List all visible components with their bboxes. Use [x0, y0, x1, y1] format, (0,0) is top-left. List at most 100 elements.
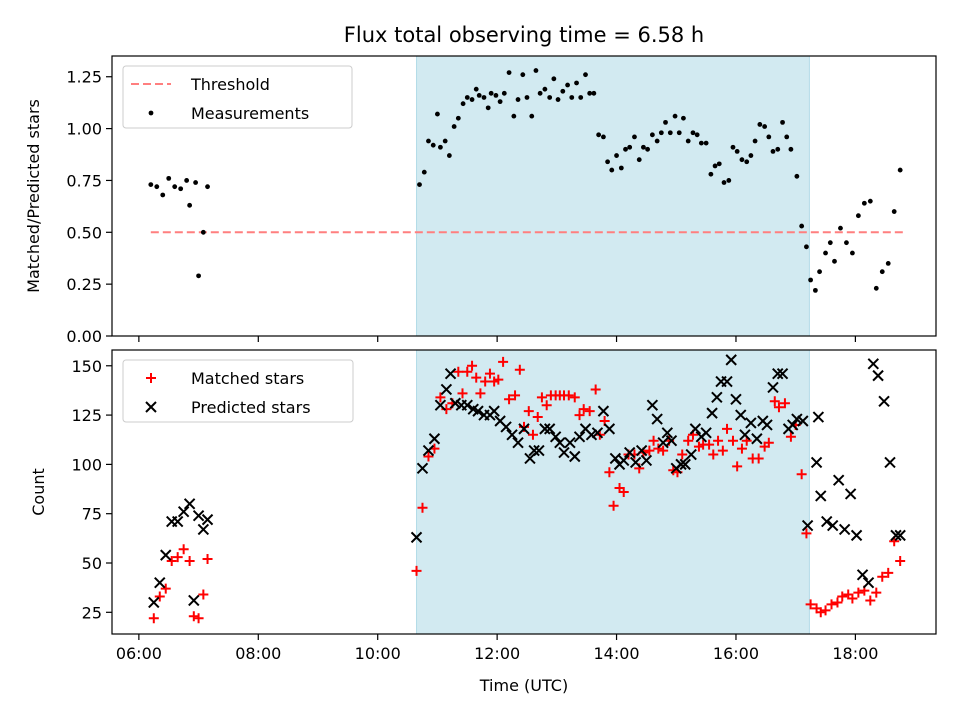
measurement-point	[506, 70, 512, 75]
measurement-point	[438, 144, 443, 150]
predicted-stars-point	[461, 399, 473, 411]
measurement-point	[752, 138, 758, 144]
predicted-stars-point	[675, 458, 687, 471]
matched-stars-point	[484, 368, 495, 379]
y-axis-label-bottom: Count	[29, 468, 48, 516]
measurement-point	[481, 95, 487, 100]
measurement-point	[627, 144, 633, 150]
measurement-point	[645, 146, 650, 152]
predicted-stars-point	[767, 381, 779, 394]
matched-stars-point	[796, 469, 807, 480]
predicted-stars-point	[862, 577, 875, 589]
measurement-point	[799, 223, 805, 229]
measurement-point	[469, 97, 475, 102]
matched-stars-point	[608, 500, 619, 511]
measurement-point	[712, 163, 718, 169]
predicted-stars-point	[725, 354, 737, 366]
matched-stars-point	[648, 435, 659, 446]
predicted-stars-point	[721, 375, 733, 388]
predicted-stars-point	[751, 433, 763, 445]
y-tick-label: 0.00	[66, 327, 102, 346]
ratio-panel: Flux total observing time = 6.58 h 0.00 0…	[24, 23, 937, 346]
predicted-stars-point	[543, 423, 556, 435]
predicted-stars-point	[640, 454, 653, 467]
predicted-stars-point	[810, 456, 823, 469]
measurement-point	[766, 134, 772, 140]
measurement-point	[200, 229, 206, 235]
measurement-point	[685, 138, 691, 144]
predicted-stars-point	[549, 431, 562, 443]
predicted-stars-point	[197, 523, 210, 536]
measurement-point	[555, 97, 561, 102]
measurement-point	[788, 146, 794, 152]
chart-title: Flux total observing time = 6.58 h	[344, 23, 704, 47]
measurement-point	[148, 182, 154, 187]
predicted-stars-point	[711, 391, 723, 404]
measurement-point	[421, 169, 427, 175]
x-tick-label: 18:00	[832, 644, 878, 663]
predicted-stars-point	[192, 509, 205, 522]
matched-stars-point	[779, 398, 790, 409]
measurement-point	[184, 178, 190, 183]
measurement-point	[891, 209, 897, 214]
matched-stars-point	[727, 435, 738, 446]
measurement-point	[473, 86, 479, 92]
measurement-point	[663, 119, 668, 125]
matched-stars-point	[773, 402, 784, 413]
matched-stars-point	[510, 390, 521, 401]
matched-stars-point	[148, 613, 159, 624]
legend-label: Measurements	[191, 104, 309, 123]
predicted-stars-point	[812, 411, 825, 423]
measurement-point	[426, 138, 431, 144]
matched-stars-point	[820, 605, 831, 616]
matched-stars-point	[653, 443, 664, 454]
measurement-point	[784, 134, 790, 140]
predicted-stars-point	[410, 531, 423, 544]
matched-stars-point	[504, 394, 515, 405]
measurement-point	[166, 175, 172, 181]
matched-stars-point	[871, 587, 882, 598]
predicted-stars-point	[171, 515, 184, 528]
y-tick-label: 25	[82, 603, 102, 622]
matched-stars-point	[574, 410, 585, 421]
legend-box	[122, 65, 353, 129]
y-tick-label: 1.00	[66, 120, 102, 139]
predicted-stars-point	[894, 529, 906, 542]
matched-stars-point	[462, 366, 473, 377]
predicted-stars-point	[564, 436, 576, 449]
measurement-point	[485, 105, 491, 111]
predicted-stars-point	[524, 452, 536, 465]
measurement-point	[698, 140, 704, 146]
measurement-point	[672, 113, 678, 119]
plot-frame-bottom	[111, 349, 937, 635]
predicted-stars-point	[160, 549, 172, 561]
y-tick-label: 125	[71, 406, 102, 425]
matched-stars-point	[618, 487, 629, 497]
matched-stars-point	[604, 467, 615, 478]
predicted-stars-point	[434, 399, 447, 411]
measurement-point	[716, 161, 722, 167]
matched-stars-point	[853, 587, 864, 598]
matched-stars-point	[805, 599, 816, 610]
matched-stars-point	[514, 364, 525, 375]
matched-stars-point	[753, 453, 764, 464]
predicted-stars-point	[665, 435, 678, 447]
predicted-stars-point	[506, 429, 518, 441]
predicted-stars-point	[661, 427, 674, 439]
measurement-point	[636, 157, 642, 163]
matched-stars-point	[193, 613, 204, 624]
measurement-point	[641, 144, 646, 150]
matched-stars-point	[198, 589, 209, 600]
matched-stars-point	[172, 552, 183, 563]
measurement-point	[574, 80, 579, 86]
predicted-stars-point	[651, 413, 663, 425]
matched-stars-point	[801, 528, 812, 539]
matched-stars-point	[713, 435, 724, 446]
predicted-stars-point	[735, 409, 747, 421]
predicted-stars-point	[700, 427, 712, 439]
matched-stars-point	[457, 388, 468, 399]
measurement-point	[587, 90, 593, 96]
matched-stars-point	[475, 388, 486, 399]
measurement-point	[578, 95, 584, 100]
measurement-point	[464, 95, 470, 100]
